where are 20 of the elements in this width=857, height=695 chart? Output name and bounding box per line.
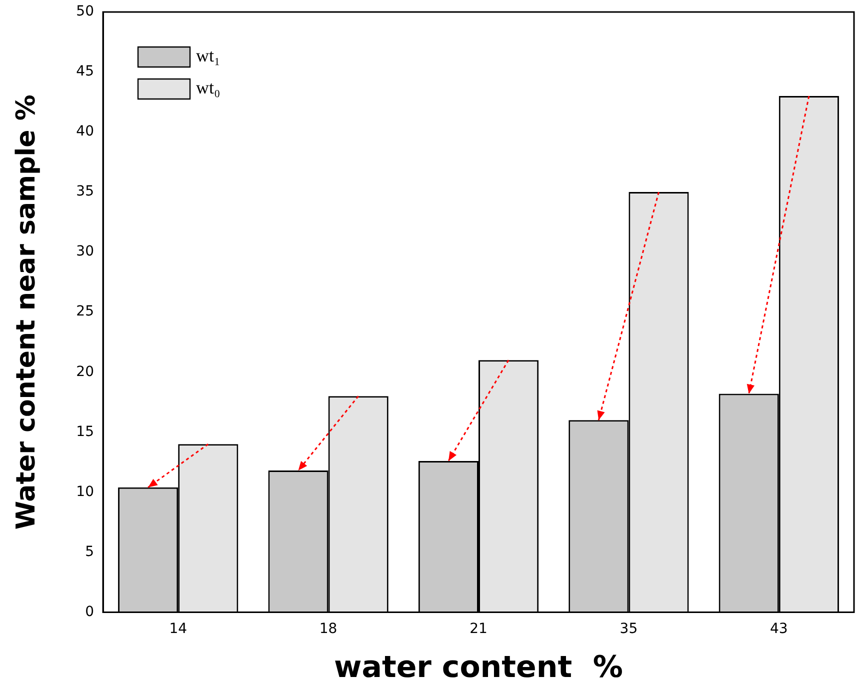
- y-tick-label: 25: [76, 304, 94, 320]
- y-tick-label: 30: [76, 244, 94, 260]
- x-axis-title: water content %: [334, 650, 623, 685]
- y-tick-label: 50: [76, 4, 94, 20]
- y-tick-label: 45: [76, 64, 94, 80]
- y-tick-label: 10: [76, 484, 94, 500]
- x-tick-label: 43: [770, 621, 788, 638]
- x-tick-label: 21: [470, 621, 488, 638]
- y-axis-title: Water content near sample %: [11, 94, 42, 530]
- y-tick-label: 15: [76, 424, 94, 440]
- x-tick-label: 18: [319, 621, 338, 638]
- x-tick-label: 14: [169, 621, 188, 638]
- y-tick-label: 5: [85, 544, 94, 560]
- y-tick-label: 35: [76, 184, 94, 200]
- legend-label: wt₀: [196, 78, 220, 98]
- y-tick-label: 0: [85, 604, 94, 620]
- y-tick-label: 40: [76, 124, 94, 140]
- x-tick-label: 35: [620, 621, 638, 638]
- y-tick-label: 20: [76, 364, 94, 380]
- legend-label: wt₁: [196, 46, 220, 66]
